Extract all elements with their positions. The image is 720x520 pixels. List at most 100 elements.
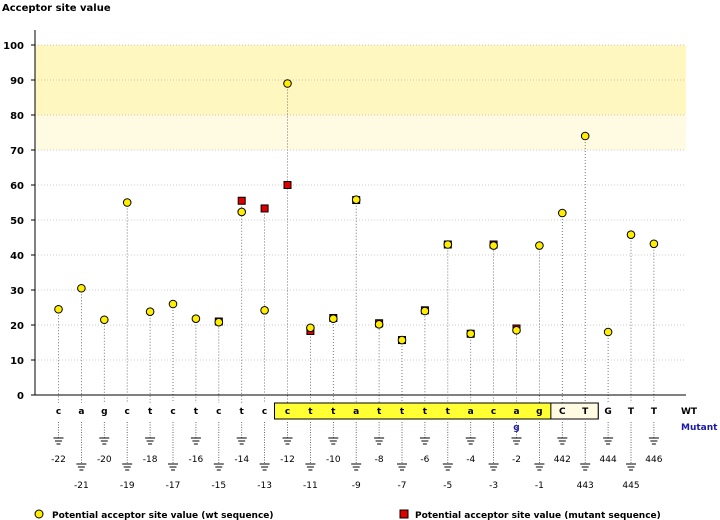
- wt-point-5: [168, 299, 178, 309]
- base-letter-16: t: [423, 407, 428, 417]
- wt-point-3: [122, 198, 132, 207]
- base-letter-13: a: [353, 407, 359, 417]
- position-label-18: -4: [466, 455, 475, 465]
- wt-point-17: [443, 240, 453, 249]
- position-label-22: 442: [554, 455, 571, 465]
- position-label-11: -11: [303, 481, 318, 491]
- exon-box: [550, 402, 599, 420]
- y-axis-title: Acceptor site value: [2, 3, 111, 14]
- y-tick-label-80: 80: [10, 111, 24, 122]
- wt-point-7: [214, 317, 224, 327]
- wt-point-10: [283, 79, 292, 88]
- wt-point-23: [580, 131, 590, 141]
- base-letter-18: a: [468, 407, 474, 417]
- grid-lines: [35, 44, 686, 361]
- position-label-2: -20: [97, 455, 112, 465]
- position-label-20: -2: [512, 455, 521, 465]
- position-label-8: -14: [234, 455, 249, 465]
- base-letter-5: c: [170, 407, 175, 417]
- wt-point-15: [397, 335, 407, 345]
- base-letter-14: t: [377, 407, 382, 417]
- base-letter-4: t: [148, 407, 153, 417]
- base-letter-19: c: [491, 407, 496, 417]
- wt-point-12: [329, 314, 338, 324]
- wt-point-4: [145, 307, 155, 317]
- base-letter-0: c: [56, 407, 61, 417]
- y-tick-label-0: 0: [17, 391, 24, 402]
- wt-point-16: [420, 306, 430, 316]
- base-letter-25: T: [628, 407, 635, 417]
- legend-wt-label: Potential acceptor site value (wt sequen…: [52, 511, 274, 520]
- position-label-10: -12: [280, 455, 295, 465]
- base-letter-17: t: [446, 407, 451, 417]
- position-label-25: 445: [622, 481, 639, 491]
- base-letter-12: t: [331, 407, 336, 417]
- position-label-14: -8: [375, 455, 384, 465]
- base-letter-10: c: [285, 407, 290, 417]
- position-label-3: -19: [120, 481, 135, 491]
- position-label-0: -22: [51, 455, 66, 465]
- base-letter-26: T: [651, 407, 658, 417]
- legend-wt-marker: [34, 509, 44, 519]
- position-label-7: -15: [211, 481, 226, 491]
- legend: Potential acceptor site value (wt sequen…: [34, 509, 661, 520]
- y-tick-label-50: 50: [10, 216, 24, 227]
- y-tick-label-90: 90: [10, 76, 24, 87]
- y-tick-label-70: 70: [10, 146, 24, 157]
- wt-point-1: [77, 283, 86, 293]
- base-letter-24: G: [604, 407, 611, 417]
- base-letter-20: a: [513, 407, 519, 417]
- y-tick-label-30: 30: [10, 286, 24, 297]
- base-letter-8: t: [240, 407, 245, 417]
- position-label-15: -7: [398, 481, 407, 491]
- wt-point-24: [603, 327, 613, 337]
- wt-point-21: [535, 241, 544, 250]
- base-letter-2: g: [101, 407, 107, 417]
- legend-mutant-label: Potential acceptor site value (mutant se…: [415, 511, 661, 520]
- position-label-17: -5: [443, 481, 452, 491]
- base-letter-1: a: [78, 407, 84, 417]
- y-tick-label-10: 10: [10, 356, 24, 367]
- base-letter-9: c: [262, 407, 267, 417]
- base-letter-22: C: [559, 407, 566, 417]
- position-label-5: -17: [166, 481, 181, 491]
- sequence-row: c -22 a -21 g -20 c -19 t -18 c -17 t -16 c -15 t -14 c -13…: [51, 407, 663, 491]
- y-tick-label-20: 20: [10, 321, 24, 332]
- position-label-19: -3: [489, 481, 498, 491]
- position-label-13: -9: [352, 481, 361, 491]
- legend-mutant-marker: [399, 509, 409, 519]
- position-label-24: 444: [600, 455, 617, 465]
- wt-point-14: [374, 320, 384, 329]
- wt-point-6: [191, 314, 201, 324]
- highlight-box: [274, 402, 599, 420]
- wt-point-13: [351, 195, 361, 204]
- wt-point-25: [626, 230, 636, 239]
- position-label-4: -18: [143, 455, 158, 465]
- data-marks: [54, 79, 659, 345]
- position-label-12: -10: [326, 455, 341, 465]
- wt-point-11: [306, 323, 315, 333]
- mutant-row-label: Mutant: [681, 423, 718, 433]
- wt-point-19: [489, 241, 498, 250]
- sequence-highlight-box: [274, 402, 599, 420]
- stem-lines: [58, 83, 655, 403]
- mutant-point-10: [283, 181, 292, 189]
- base-letter-21: g: [536, 407, 542, 417]
- position-label-26: 446: [645, 455, 662, 465]
- position-label-16: -6: [420, 455, 429, 465]
- wt-point-0: [54, 304, 63, 314]
- wt-point-8: [237, 207, 246, 217]
- wt-point-9: [260, 306, 269, 315]
- highlight-band-1: [35, 115, 686, 150]
- wt-point-2: [100, 315, 109, 325]
- position-label-21: -1: [535, 481, 544, 491]
- y-tick-label-40: 40: [10, 251, 24, 262]
- wt-point-20: [512, 325, 521, 335]
- mutant-point-9: [260, 204, 269, 213]
- base-letter-15: t: [400, 407, 405, 417]
- y-tick-labels: 0 10 20 30 40 50 60 70 80 90 100: [3, 41, 24, 402]
- base-letter-3: c: [125, 407, 130, 417]
- highlight-band-0: [35, 45, 686, 115]
- wt-point-22: [558, 208, 567, 218]
